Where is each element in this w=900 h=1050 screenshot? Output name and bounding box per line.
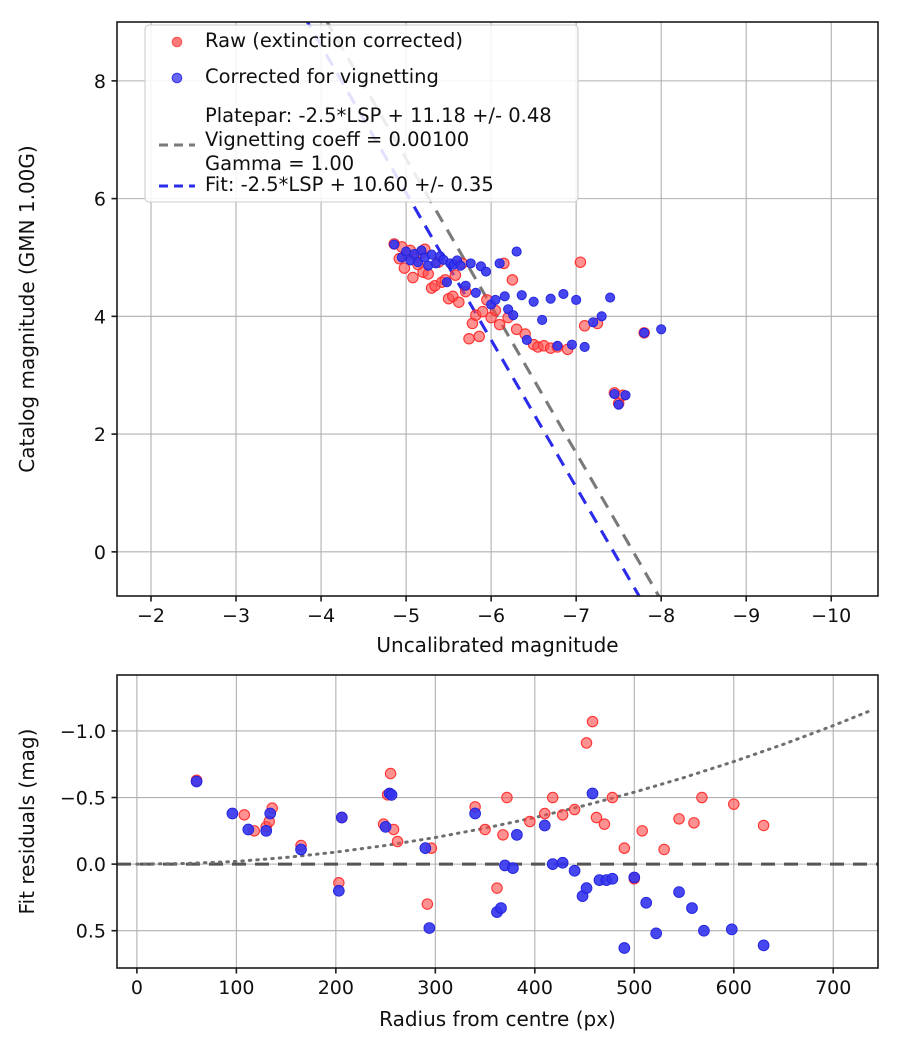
x-tick-label: 500 (616, 977, 652, 999)
x-tick-label: 600 (716, 977, 752, 999)
legend-label: Platepar: -2.5*LSP + 11.18 +/- 0.48 (205, 104, 552, 127)
bottom-panel-y-tick-labels: 0.5 0.0 −0.5 −1.0 (60, 721, 106, 943)
legend-label: Fit: -2.5*LSP + 10.60 +/- 0.35 (205, 173, 494, 196)
bottom-panel-corrected-series (190, 775, 770, 954)
top-panel-y-axis-title: Catalog magnitude (GMN 1.00G) (15, 145, 39, 472)
y-tick-label: 6 (94, 189, 106, 211)
bottom-panel-fit-residuals: 0 100 200 300 400 500 600 700 0.5 0.0 −0.5 −1.0 Ra… (15, 674, 879, 1031)
legend-label: Gamma = 1.00 (205, 152, 354, 175)
x-tick-label: 400 (517, 977, 553, 999)
x-tick-label: −10 (811, 605, 851, 627)
x-tick-label: −8 (647, 605, 675, 627)
y-tick-label: 8 (94, 71, 106, 93)
y-tick-label: 0.0 (76, 854, 106, 876)
x-tick-label: 700 (815, 977, 851, 999)
bottom-panel-tick-marks (111, 730, 835, 974)
x-tick-label: −6 (477, 605, 505, 627)
y-tick-label: −0.5 (60, 788, 106, 810)
y-tick-label: −1.0 (60, 721, 106, 743)
bottom-panel-frame (116, 674, 879, 969)
legend-marker-point (171, 72, 183, 84)
top-panel-y-tick-labels: 0 2 4 6 8 (94, 71, 106, 564)
legend-label: Raw (extinction corrected) (205, 29, 463, 52)
legend-label: Vignetting coeff = 0.00100 (205, 128, 469, 151)
y-tick-label: 2 (94, 424, 106, 446)
x-tick-label: 100 (218, 977, 254, 999)
x-tick-label: 200 (318, 977, 354, 999)
bottom-panel-x-axis-title: Radius from centre (px) (379, 1007, 616, 1031)
top-panel-legend: Raw (extinction corrected) Corrected for … (144, 24, 579, 203)
bottom-panel-model-lines (117, 708, 878, 866)
y-tick-label: 0.5 (76, 921, 106, 943)
top-panel-fit-lines (305, 22, 661, 596)
y-tick-label: 4 (94, 306, 106, 328)
x-tick-label: −9 (732, 605, 760, 627)
x-tick-label: −2 (137, 605, 165, 627)
x-tick-label: 0 (131, 977, 143, 999)
top-panel-x-axis-title: Uncalibrated magnitude (376, 633, 618, 657)
top-panel-x-tick-labels: −2 −3 −4 −5 −6 −7 −8 −9 −10 (137, 605, 851, 627)
top-panel-photometry-calibration: −2 −3 −4 −5 −6 −7 −8 −9 −10 0 2 4 6 8 Uncalibrated m… (15, 21, 879, 657)
x-tick-label: −5 (392, 605, 420, 627)
top-panel-corrected-series (389, 239, 667, 410)
x-tick-label: −3 (222, 605, 250, 627)
x-tick-label: −7 (562, 605, 590, 627)
y-tick-label: 0 (94, 542, 106, 564)
x-tick-label: 300 (417, 977, 453, 999)
top-panel-tick-marks (111, 80, 833, 602)
top-panel-frame (116, 21, 879, 597)
x-tick-label: −4 (307, 605, 335, 627)
bottom-panel-x-tick-labels: 0 100 200 300 400 500 600 700 (131, 977, 852, 999)
legend-label: Corrected for vignetting (205, 65, 439, 88)
legend-marker-point (171, 36, 183, 48)
bottom-panel-y-axis-title: Fit residuals (mag) (15, 729, 39, 915)
